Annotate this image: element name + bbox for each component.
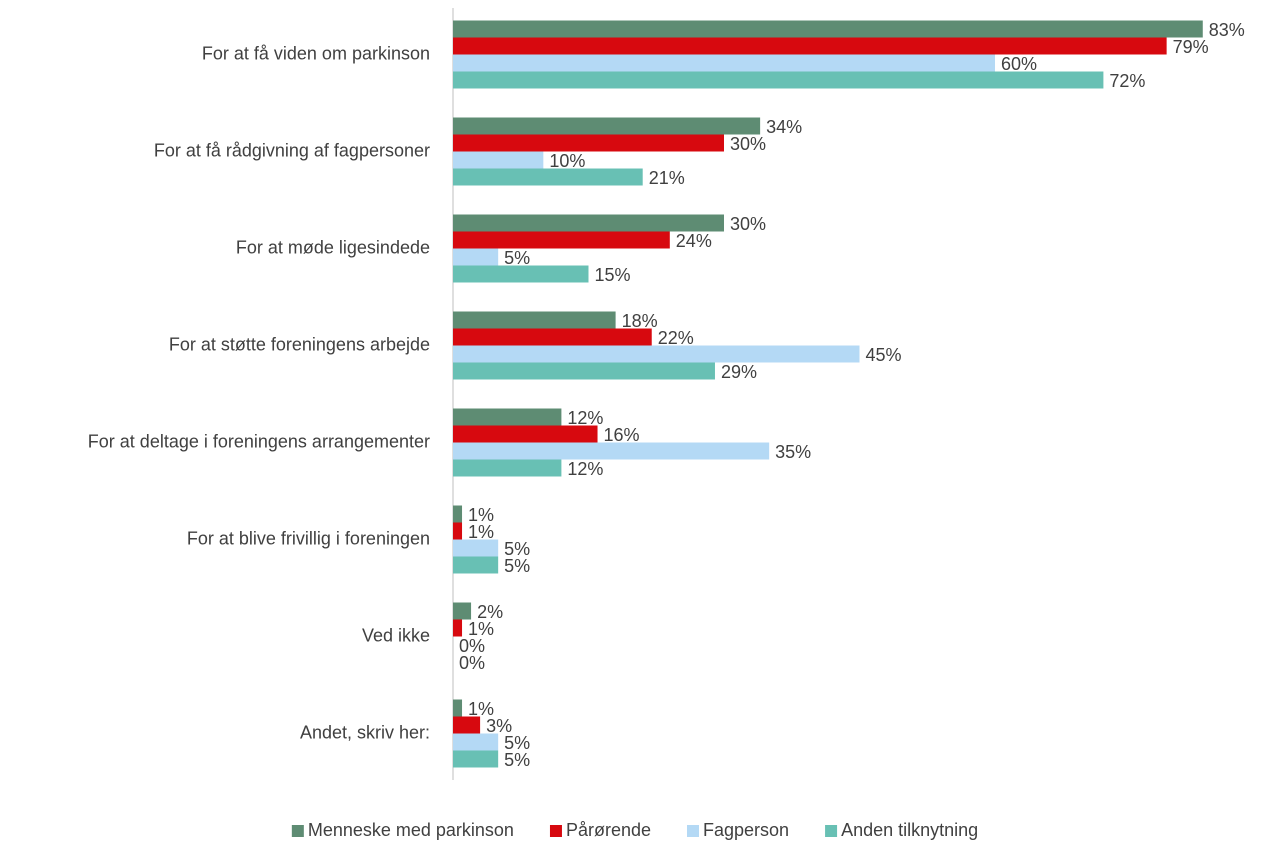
y-tick-label: For at deltage i foreningens arrangement… [88,431,430,451]
y-tick-label: Andet, skriv her: [300,722,430,742]
data-label: 35% [775,442,811,462]
data-label: 45% [866,345,902,365]
data-label: 10% [549,151,585,171]
data-label: 79% [1173,37,1209,57]
data-label: 1% [468,619,494,639]
bar [453,750,499,768]
y-tick-label: For at blive frivillig i foreningen [187,528,430,548]
legend-label: Anden tilknytning [841,820,978,840]
legend-swatch [825,825,838,837]
data-label: 5% [504,539,530,559]
bar [453,408,562,426]
bar [453,345,860,363]
data-label: 0% [459,636,485,656]
bar [453,168,643,186]
data-label: 2% [477,602,503,622]
data-label: 1% [468,699,494,719]
legend-swatch [291,825,304,837]
bar [453,716,481,734]
bar [453,265,589,283]
data-label: 22% [658,328,694,348]
data-label: 5% [504,750,530,770]
y-tick-label: For at støtte foreningens arbejde [169,334,430,354]
bar [453,442,770,460]
bar [453,248,499,266]
data-label: 34% [766,117,802,137]
data-label: 5% [504,556,530,576]
data-label: 30% [730,134,766,154]
data-label: 5% [504,248,530,268]
data-label: 24% [676,231,712,251]
bar [453,699,463,717]
bar [453,231,670,249]
data-label: 83% [1209,20,1245,40]
data-label: 1% [468,505,494,525]
bar [453,20,1203,38]
data-label: 18% [622,311,658,331]
bar [453,151,544,169]
data-label: 16% [604,425,640,445]
data-label: 12% [567,459,603,479]
bar [453,733,499,751]
bar [453,71,1104,89]
bar [453,556,499,574]
data-label: 72% [1109,71,1145,91]
bar [453,214,724,232]
y-tick-label: For at få rådgivning af fagpersoner [154,140,430,160]
data-label: 15% [595,265,631,285]
bar [453,522,463,540]
bar [453,539,499,557]
y-tick-label: For at møde ligesindede [236,237,430,257]
data-label: 5% [504,733,530,753]
bar [453,311,616,329]
legend-label: Menneske med parkinson [308,820,514,840]
y-tick-label: Ved ikke [362,625,430,645]
bar [453,619,463,637]
bar [453,117,761,135]
bar [453,37,1167,55]
data-label: 21% [649,168,685,188]
bar [453,505,463,523]
data-label: 12% [567,408,603,428]
bar [453,54,995,72]
y-tick-label: For at få viden om parkinson [202,43,430,63]
legend-label: Fagperson [703,820,789,840]
legend-swatch [549,825,562,837]
bar [453,459,562,477]
data-label: 30% [730,214,766,234]
legend-label: Pårørende [566,820,651,840]
data-label: 29% [721,362,757,382]
data-label: 1% [468,522,494,542]
bar [453,602,472,620]
bar [453,362,715,380]
bar [453,425,598,443]
bar [453,134,724,152]
bar [453,328,652,346]
data-label: 60% [1001,54,1037,74]
legend-swatch [687,825,700,837]
data-label: 0% [459,653,485,673]
data-label: 3% [486,716,512,736]
